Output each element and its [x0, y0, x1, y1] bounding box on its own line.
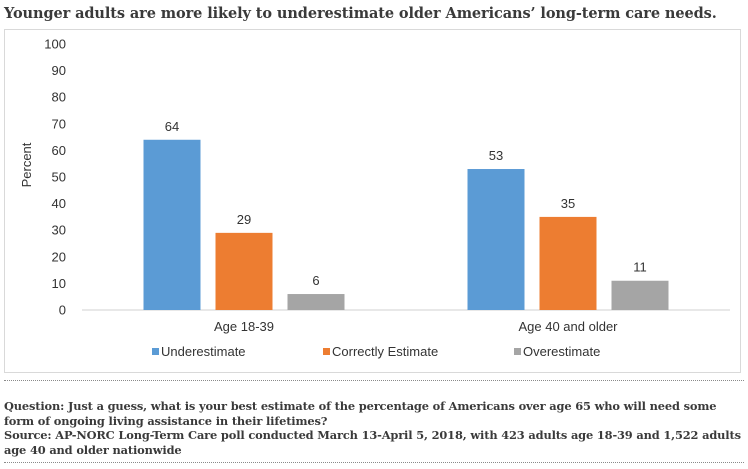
data-label: 29 [237, 212, 251, 227]
y-axis: 0 10 20 30 40 50 60 70 80 90 100 [44, 37, 66, 318]
data-label: 6 [312, 273, 319, 288]
bar [611, 280, 669, 310]
y-tick-label: 50 [52, 170, 66, 185]
data-label: 53 [489, 148, 503, 163]
question-note: Question: Just a guess, what is your bes… [4, 399, 717, 428]
divider [4, 380, 744, 381]
legend-label: Overestimate [523, 344, 600, 359]
y-tick-label: 70 [52, 116, 66, 131]
y-tick-label: 30 [52, 223, 66, 238]
y-tick-label: 10 [52, 276, 66, 291]
chart-area [4, 29, 741, 373]
data-label: 11 [633, 260, 647, 275]
source-note: Source: AP-NORC Long-Term Care poll cond… [4, 428, 741, 457]
y-axis-label: Percent [19, 142, 34, 187]
y-tick-label: 90 [52, 63, 66, 78]
legend-swatch [514, 348, 521, 355]
y-tick-label: 0 [59, 303, 66, 318]
legend-label: Correctly Estimate [332, 344, 438, 359]
x-tick-label: Age 18-39 [214, 319, 274, 334]
x-axis: Age 18-39 Age 40 and older [214, 319, 618, 334]
legend-swatch [152, 348, 159, 355]
y-tick-label: 40 [52, 196, 66, 211]
bar [467, 169, 525, 310]
legend: Underestimate Correctly Estimate Overestim… [152, 344, 600, 359]
y-tick-label: 80 [52, 90, 66, 105]
y-tick-label: 100 [44, 37, 66, 52]
y-tick-label: 20 [52, 249, 66, 264]
legend-swatch [323, 348, 330, 355]
legend-label: Underestimate [161, 344, 246, 359]
bar [287, 294, 345, 310]
chart-title: Younger adults are more likely to undere… [4, 5, 717, 22]
data-label: 35 [561, 196, 575, 211]
bars: 64 53 29 35 6 11 [143, 119, 669, 310]
bar [539, 216, 597, 310]
divider [4, 462, 744, 463]
bar [215, 232, 273, 310]
data-label: 64 [165, 119, 179, 134]
bar [143, 139, 201, 310]
x-tick-label: Age 40 and older [518, 319, 618, 334]
chart-notes: Question: Just a guess, what is your bes… [4, 399, 744, 457]
y-tick-label: 60 [52, 143, 66, 158]
